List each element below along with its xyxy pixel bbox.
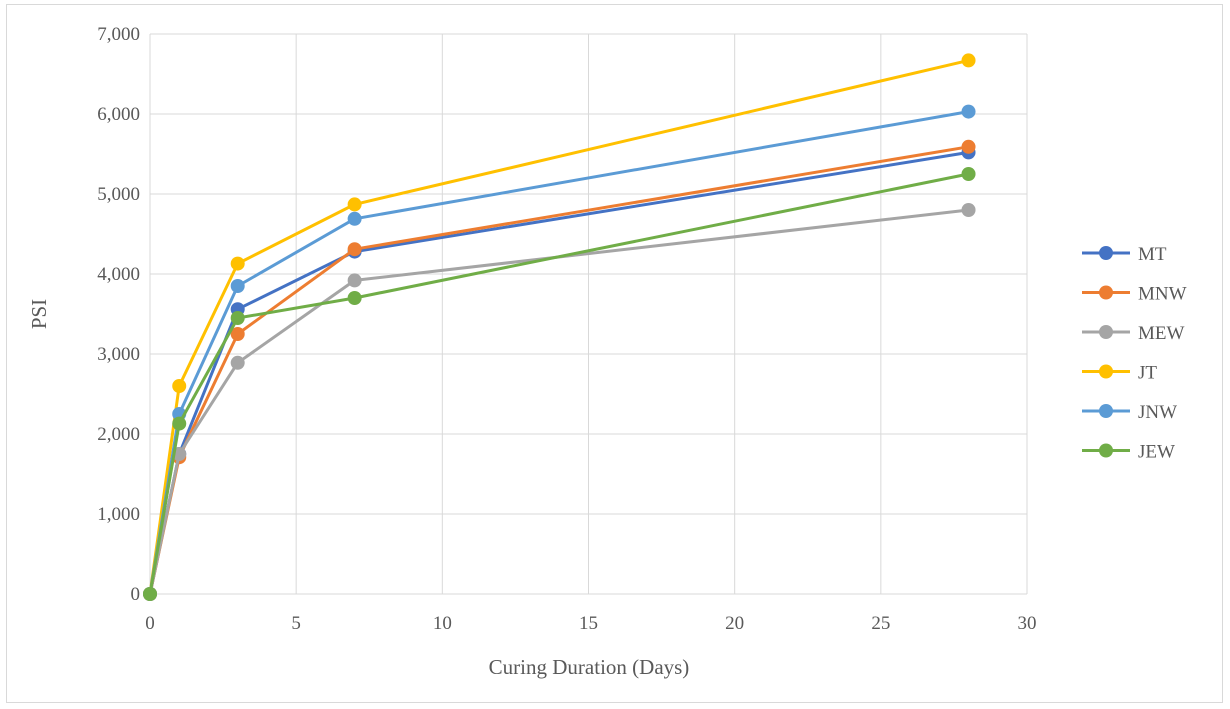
data-point-jnw	[347, 211, 362, 226]
legend-label: JEW	[1138, 442, 1175, 463]
data-point-jt	[172, 379, 187, 393]
series-lines	[143, 53, 976, 601]
x-tick-label: 5	[291, 613, 301, 634]
legend-label: MEW	[1138, 323, 1185, 344]
data-point-jnw	[230, 279, 245, 293]
legend-swatch-marker	[1099, 443, 1113, 458]
gridlines	[149, 33, 1028, 595]
series-mnw	[143, 139, 976, 601]
x-axis-ticks: 0 5 10 15 20 25 30	[145, 613, 1036, 634]
data-point-mnw	[230, 327, 245, 341]
legend-item-mew: MEW	[1082, 323, 1185, 344]
y-tick-label: 6,000	[97, 104, 140, 125]
legend-swatch-marker	[1099, 404, 1113, 418]
data-point-jt	[961, 53, 976, 68]
legend: MT MNW MEW JT JNW JEW	[1082, 244, 1187, 463]
legend-label: JNW	[1138, 402, 1177, 423]
data-point-jew	[143, 587, 157, 601]
y-tick-label: 1,000	[97, 504, 140, 525]
data-point-mew	[347, 273, 362, 288]
legend-label: MNW	[1138, 284, 1187, 305]
series-jew	[143, 167, 976, 601]
series-line-mnw	[148, 145, 969, 595]
data-point-mnw	[961, 139, 976, 154]
x-tick-label: 10	[433, 613, 452, 634]
y-tick-label: 5,000	[97, 184, 140, 205]
data-point-jt	[230, 256, 245, 271]
legend-swatch-marker	[1099, 246, 1113, 260]
series-line-mew	[148, 208, 969, 595]
data-point-jew	[172, 416, 187, 431]
y-axis-title: PSI	[27, 299, 51, 329]
x-tick-label: 30	[1018, 613, 1037, 634]
data-point-jew	[961, 167, 976, 181]
data-point-jew	[230, 311, 245, 325]
data-point-jnw	[961, 104, 976, 119]
legend-label: MT	[1138, 244, 1167, 265]
y-axis-ticks: 0 1,000 2,000 3,000 4,000 5,000 6,000 7,000	[97, 24, 140, 605]
legend-label: JT	[1138, 363, 1157, 384]
legend-swatch-marker	[1099, 285, 1113, 300]
x-tick-label: 0	[145, 613, 155, 634]
x-tick-label: 25	[871, 613, 890, 634]
x-tick-label: 20	[725, 613, 744, 634]
series-line-mt	[148, 150, 969, 595]
legend-item-mnw: MNW	[1082, 284, 1187, 305]
data-point-mew	[230, 355, 245, 370]
series-jt	[143, 53, 976, 601]
y-tick-label: 7,000	[97, 24, 140, 45]
series-mew	[143, 203, 976, 601]
data-point-mnw	[347, 242, 362, 257]
legend-item-jew: JEW	[1082, 442, 1175, 463]
legend-item-mt: MT	[1082, 244, 1167, 265]
y-tick-label: 4,000	[97, 264, 140, 285]
legend-swatch-marker	[1099, 325, 1113, 339]
y-tick-label: 0	[131, 584, 141, 605]
data-point-jew	[347, 291, 362, 305]
series-line-jew	[148, 172, 969, 595]
x-axis-title: Curing Duration (Days)	[489, 655, 690, 679]
x-tick-label: 15	[579, 613, 598, 634]
data-point-mew	[961, 203, 976, 217]
legend-item-jnw: JNW	[1082, 402, 1177, 423]
data-point-jt	[347, 197, 362, 212]
series-line-jnw	[148, 110, 969, 595]
y-tick-label: 2,000	[97, 424, 140, 445]
legend-item-jt: JT	[1082, 363, 1157, 384]
legend-swatch-marker	[1099, 364, 1113, 379]
series-jnw	[143, 104, 976, 601]
y-tick-label: 3,000	[97, 344, 140, 365]
